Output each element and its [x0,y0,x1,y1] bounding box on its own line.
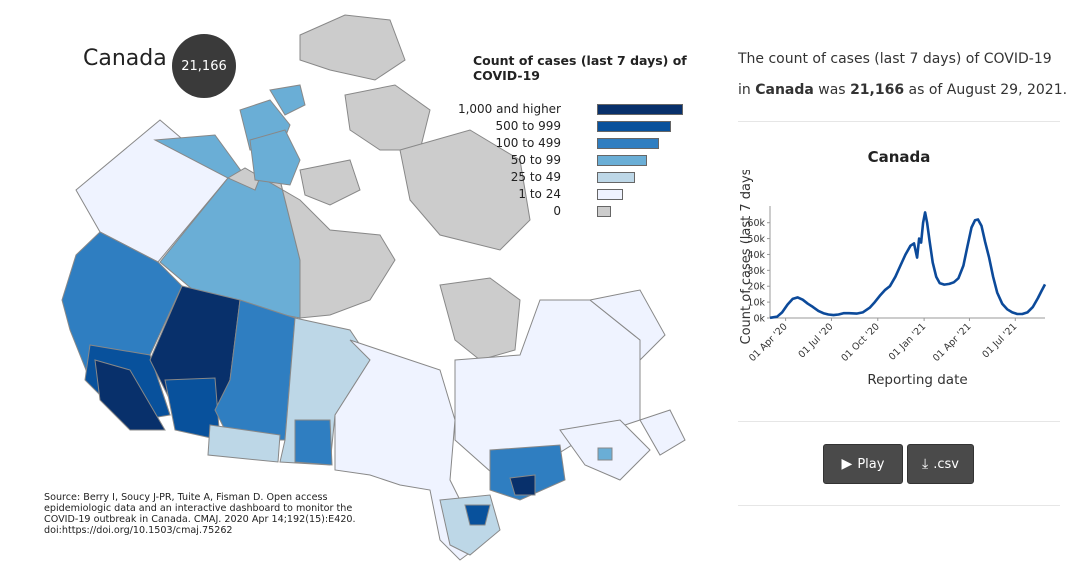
y-tick-label: 60k [747,218,765,229]
legend-swatch [597,206,611,217]
region-bc-southwest [94,359,166,431]
download-csv-button[interactable]: ⤓ .csv [907,444,974,484]
csv-label: .csv [933,456,959,472]
legend-label: 25 to 49 [510,170,561,184]
legend-label: 1 to 24 [518,187,561,201]
region-newfoundland [639,409,686,456]
divider [738,421,1060,422]
legend-label: 500 to 999 [495,119,561,133]
summary-region: Canada [755,82,814,98]
summary-middle: was [813,82,851,98]
case-count-badge: 21,166 [172,34,236,98]
divider [738,121,1060,122]
chart-title: Canada [867,148,931,166]
legend-item: 100 to 499 [473,136,703,152]
y-tick-label: 20k [747,282,765,293]
region-arctic-island-3 [399,129,531,251]
legend-item: 25 to 49 [473,170,703,186]
legend-swatch [597,189,623,200]
legend-label: 0 [553,204,561,218]
legend-label: 100 to 499 [495,136,561,150]
x-tick-label: 01 Oct '20 [839,321,882,364]
region-quebec-south [489,444,566,501]
summary-text: The count of cases (last 7 days) of COVI… [738,44,1068,106]
y-tick-label: 50k [747,234,765,245]
region-arctic-island-7 [299,159,361,206]
side-panel: The count of cases (last 7 days) of COVI… [738,0,1067,576]
play-button[interactable]: ▶ Play [823,444,903,484]
y-tick-label: 0k [753,314,765,325]
y-axis-label: Count of cases (last 7 days) [739,170,754,345]
legend-item: 1 to 24 [473,187,703,203]
x-tick-label: 01 Jul '21 [980,321,1019,360]
region-labrador [588,289,666,362]
x-axis-label: Reporting date [867,372,967,388]
region-quebec-montreal [509,474,536,496]
y-tick-label: 30k [747,266,765,277]
region-atlantic-2 [597,447,613,461]
source-citation: Source: Berry I, Soucy J-PR, Tuite A, Fi… [44,492,356,536]
legend-swatch [597,172,635,183]
region-arctic-island-5 [249,129,301,186]
trend-chart: Count of cases (last 7 days) 0k 10k 20k 30k 4… [739,170,1047,388]
legend-swatch [597,121,671,132]
y-tick-label: 10k [747,298,765,309]
legend-item: 0 [473,204,703,220]
download-icon: ⤓ [922,456,929,472]
legend-swatch [597,155,647,166]
legend-label: 1,000 and higher [457,102,561,116]
x-tick-label: 01 Jan '21 [887,321,928,362]
canada-choropleth-map[interactable] [0,0,720,576]
region-arctic-island-2 [344,84,431,151]
summary-suffix: as of August 29, 2021. [904,82,1068,98]
series-line [769,211,1047,320]
region-saskatchewan-south [207,424,281,463]
legend-label: 50 to 99 [510,153,561,167]
legend-swatch [597,138,659,149]
summary-prefix: The count of cases (last 7 days) of COVI… [738,51,1052,98]
x-tick-label: 01 Apr '21 [931,321,974,364]
y-tick-label: 40k [747,250,765,261]
region-manitoba-south [294,419,333,466]
region-arctic-island-1 [299,14,406,81]
summary-count: 21,166 [850,82,905,98]
legend-item: 1,000 and higher [458,102,703,118]
region-title: Canada [83,46,167,71]
divider [738,505,1060,506]
legend-title: Count of cases (last 7 days) of COVID-19 [473,53,687,83]
legend-item: 50 to 99 [473,153,703,169]
play-icon: ▶ [841,456,853,472]
play-label: Play [857,456,885,472]
map-legend: Count of cases (last 7 days) of COVID-19… [458,53,703,218]
legend-swatch [597,104,683,115]
region-arctic-island-6 [269,84,306,116]
region-ungava [439,277,521,361]
region-ontario-gta [464,504,491,526]
map-panel: Canada 21,166 Count of cases (last 7 day… [0,0,720,576]
x-tick-label: 01 Jul '20 [796,321,835,360]
legend-item: 500 to 999 [473,119,703,135]
